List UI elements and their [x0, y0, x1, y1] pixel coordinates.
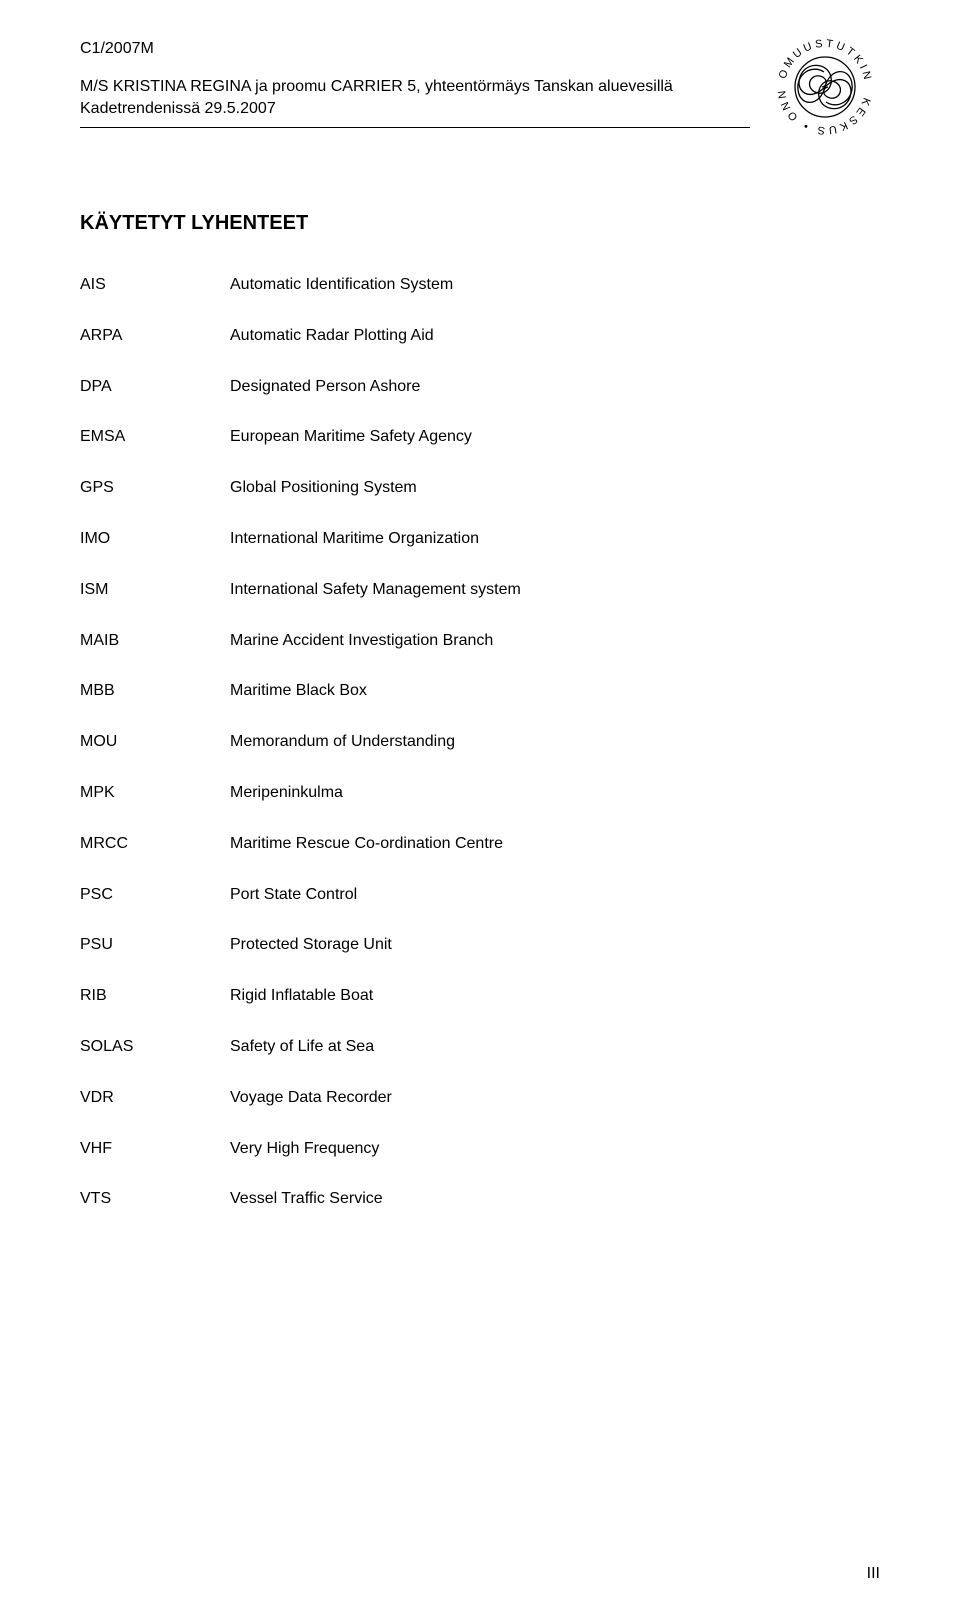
- abbr-value: International Maritime Organization: [230, 529, 880, 580]
- page-number: III: [867, 1565, 880, 1583]
- table-row: MRCCMaritime Rescue Co-ordination Centre: [80, 834, 880, 885]
- abbr-key: VHF: [80, 1139, 230, 1190]
- abbr-key: MOU: [80, 732, 230, 783]
- abbr-key: IMO: [80, 529, 230, 580]
- table-row: IMOInternational Maritime Organization: [80, 529, 880, 580]
- abbr-key: VDR: [80, 1088, 230, 1139]
- document-id: C1/2007M: [80, 40, 750, 58]
- document-title-line1: M/S KRISTINA REGINA ja proomu CARRIER 5,…: [80, 78, 673, 95]
- abbr-value: Meripeninkulma: [230, 783, 880, 834]
- section-title: KÄYTETYT LYHENTEET: [80, 212, 880, 235]
- abbr-key: MAIB: [80, 631, 230, 682]
- abbr-value: Very High Frequency: [230, 1139, 880, 1190]
- abbr-value: Port State Control: [230, 885, 880, 936]
- table-row: PSCPort State Control: [80, 885, 880, 936]
- abbr-key: VTS: [80, 1189, 230, 1240]
- abbr-key: RIB: [80, 986, 230, 1037]
- document-title: M/S KRISTINA REGINA ja proomu CARRIER 5,…: [80, 76, 750, 125]
- header-left: C1/2007M M/S KRISTINA REGINA ja proomu C…: [80, 40, 750, 128]
- abbr-key: ARPA: [80, 326, 230, 377]
- abbr-value: Automatic Identification System: [230, 275, 880, 326]
- abbr-value: Protected Storage Unit: [230, 935, 880, 986]
- abbr-value: Memorandum of Understanding: [230, 732, 880, 783]
- table-row: ARPAAutomatic Radar Plotting Aid: [80, 326, 880, 377]
- table-row: MAIBMarine Accident Investigation Branch: [80, 631, 880, 682]
- abbr-value: Global Positioning System: [230, 478, 880, 529]
- page-header: C1/2007M M/S KRISTINA REGINA ja proomu C…: [80, 40, 880, 142]
- abbr-key: PSC: [80, 885, 230, 936]
- abbr-value: Safety of Life at Sea: [230, 1037, 880, 1088]
- abbr-key: DPA: [80, 377, 230, 428]
- abbr-value: Maritime Black Box: [230, 681, 880, 732]
- table-row: VHFVery High Frequency: [80, 1139, 880, 1190]
- table-row: AISAutomatic Identification System: [80, 275, 880, 326]
- page: C1/2007M M/S KRISTINA REGINA ja proomu C…: [0, 0, 960, 1613]
- table-row: EMSAEuropean Maritime Safety Agency: [80, 427, 880, 478]
- table-row: GPSGlobal Positioning System: [80, 478, 880, 529]
- abbr-key: GPS: [80, 478, 230, 529]
- abbr-key: MBB: [80, 681, 230, 732]
- abbreviations-table: AISAutomatic Identification SystemARPAAu…: [80, 275, 880, 1240]
- abbr-value: Rigid Inflatable Boat: [230, 986, 880, 1037]
- table-row: PSUProtected Storage Unit: [80, 935, 880, 986]
- table-row: DPADesignated Person Ashore: [80, 377, 880, 428]
- abbr-value: International Safety Management system: [230, 580, 880, 631]
- table-row: ISMInternational Safety Management syste…: [80, 580, 880, 631]
- table-row: VTSVessel Traffic Service: [80, 1189, 880, 1240]
- abbr-value: Maritime Rescue Co-ordination Centre: [230, 834, 880, 885]
- abbr-key: ISM: [80, 580, 230, 631]
- abbr-value: Voyage Data Recorder: [230, 1088, 880, 1139]
- abbr-key: MPK: [80, 783, 230, 834]
- header-underline: [80, 127, 750, 128]
- abbr-key: SOLAS: [80, 1037, 230, 1088]
- abbr-key: PSU: [80, 935, 230, 986]
- abbr-value: Designated Person Ashore: [230, 377, 880, 428]
- abbr-key: AIS: [80, 275, 230, 326]
- table-row: MOUMemorandum of Understanding: [80, 732, 880, 783]
- abbr-key: MRCC: [80, 834, 230, 885]
- abbr-value: European Maritime Safety Agency: [230, 427, 880, 478]
- document-title-line2: Kadetrendenissä 29.5.2007: [80, 100, 276, 117]
- table-row: VDRVoyage Data Recorder: [80, 1088, 880, 1139]
- agency-seal-icon: OMUUSTUTKINTA KESKUS • ONNETT: [770, 32, 880, 142]
- table-row: MBBMaritime Black Box: [80, 681, 880, 732]
- table-row: RIBRigid Inflatable Boat: [80, 986, 880, 1037]
- table-row: MPKMeripeninkulma: [80, 783, 880, 834]
- abbr-value: Marine Accident Investigation Branch: [230, 631, 880, 682]
- abbr-value: Automatic Radar Plotting Aid: [230, 326, 880, 377]
- table-row: SOLASSafety of Life at Sea: [80, 1037, 880, 1088]
- abbreviations-tbody: AISAutomatic Identification SystemARPAAu…: [80, 275, 880, 1240]
- abbr-key: EMSA: [80, 427, 230, 478]
- abbr-value: Vessel Traffic Service: [230, 1189, 880, 1240]
